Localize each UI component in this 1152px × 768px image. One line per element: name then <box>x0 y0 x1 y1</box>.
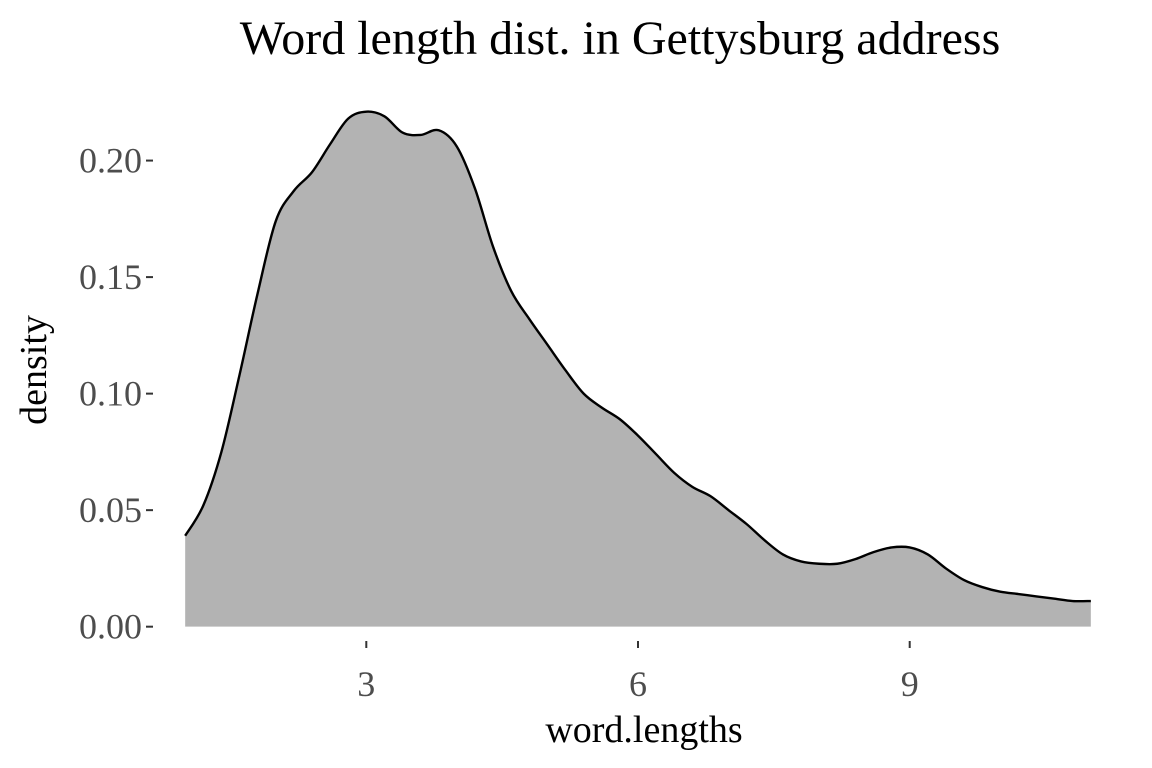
y-tick-label: 0.10 <box>79 374 142 414</box>
density-area <box>185 111 1091 627</box>
plot-area <box>184 110 1091 627</box>
x-tick-label: 6 <box>629 664 647 704</box>
x-tick-label: 9 <box>901 664 919 704</box>
density-line <box>184 110 1091 603</box>
chart-title: Word length dist. in Gettysburg address <box>240 12 1001 65</box>
y-axis: 0.00 0.05 0.10 0.15 0.20 <box>79 141 153 647</box>
x-axis: 3 6 9 <box>357 641 919 704</box>
y-tick-label: 0.20 <box>79 141 142 181</box>
y-tick-label: 0.15 <box>79 257 142 297</box>
y-axis-title: density <box>13 315 55 425</box>
x-tick-label: 3 <box>357 664 375 704</box>
x-axis-title: word.lengths <box>545 709 742 751</box>
y-tick-label: 0.05 <box>79 490 142 530</box>
y-tick-label: 0.00 <box>79 607 142 647</box>
